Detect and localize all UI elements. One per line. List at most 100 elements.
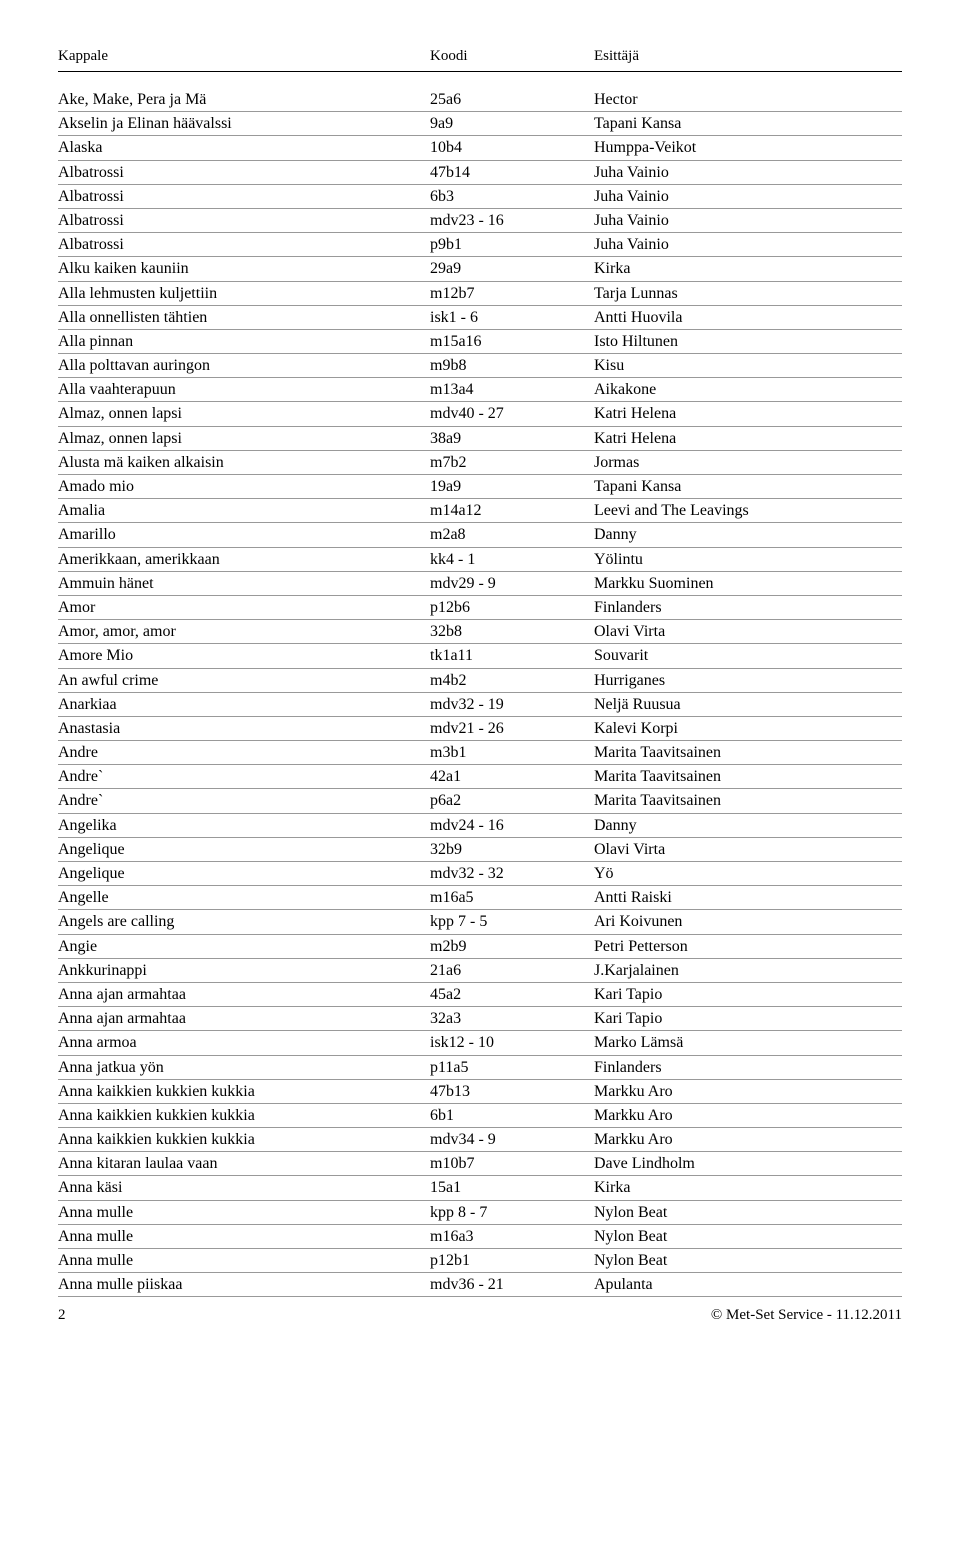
page-number: 2 (58, 1307, 66, 1324)
cell-koodi: p11a5 (430, 1056, 594, 1079)
cell-kappale: Amarillo (58, 523, 430, 546)
cell-kappale: Angie (58, 935, 430, 958)
cell-koodi: 10b4 (430, 136, 594, 159)
cell-koodi: mdv40 - 27 (430, 402, 594, 425)
cell-esittaja: Danny (594, 523, 902, 546)
cell-kappale: Amalia (58, 499, 430, 522)
table-row: Ammuin hänetmdv29 - 9Markku Suominen (58, 572, 902, 596)
table-row: Amaliam14a12Leevi and The Leavings (58, 499, 902, 523)
cell-koodi: 15a1 (430, 1176, 594, 1199)
cell-kappale: Ankkurinappi (58, 959, 430, 982)
cell-kappale: Anna kitaran laulaa vaan (58, 1152, 430, 1175)
header-col-kappale: Kappale (58, 48, 430, 65)
cell-esittaja: Tarja Lunnas (594, 282, 902, 305)
table-row: Anarkiaamdv32 - 19Neljä Ruusua (58, 693, 902, 717)
cell-kappale: Alusta mä kaiken alkaisin (58, 451, 430, 474)
cell-koodi: 25a6 (430, 88, 594, 111)
cell-esittaja: Markku Aro (594, 1128, 902, 1151)
table-row: An awful crimem4b2Hurriganes (58, 669, 902, 693)
cell-koodi: kk4 - 1 (430, 548, 594, 571)
cell-esittaja: Antti Huovila (594, 306, 902, 329)
cell-koodi: tk1a11 (430, 644, 594, 667)
table-row: Albatrossimdv23 - 16Juha Vainio (58, 209, 902, 233)
cell-kappale: Anna jatkua yön (58, 1056, 430, 1079)
cell-koodi: mdv21 - 26 (430, 717, 594, 740)
cell-esittaja: Markku Suominen (594, 572, 902, 595)
cell-esittaja: Finlanders (594, 1056, 902, 1079)
cell-kappale: Alla lehmusten kuljettiin (58, 282, 430, 305)
cell-kappale: Amerikkaan, amerikkaan (58, 548, 430, 571)
cell-esittaja: Nylon Beat (594, 1249, 902, 1272)
cell-esittaja: Olavi Virta (594, 620, 902, 643)
cell-kappale: Anna kaikkien kukkien kukkia (58, 1104, 430, 1127)
table-row: Amerikkaan, amerikkaankk4 - 1Yölintu (58, 548, 902, 572)
cell-kappale: Almaz, onnen lapsi (58, 427, 430, 450)
cell-koodi: p12b6 (430, 596, 594, 619)
cell-kappale: Alla onnellisten tähtien (58, 306, 430, 329)
cell-kappale: Angelique (58, 862, 430, 885)
cell-koodi: 21a6 (430, 959, 594, 982)
cell-esittaja: Olavi Virta (594, 838, 902, 861)
cell-esittaja: Marita Taavitsainen (594, 741, 902, 764)
cell-koodi: m4b2 (430, 669, 594, 692)
header-col-koodi: Koodi (430, 48, 594, 65)
cell-kappale: Alla pinnan (58, 330, 430, 353)
cell-kappale: Anna mulle (58, 1249, 430, 1272)
cell-esittaja: Antti Raiski (594, 886, 902, 909)
cell-koodi: mdv29 - 9 (430, 572, 594, 595)
cell-koodi: 42a1 (430, 765, 594, 788)
cell-koodi: m7b2 (430, 451, 594, 474)
cell-esittaja: Petri Petterson (594, 935, 902, 958)
cell-esittaja: Juha Vainio (594, 233, 902, 256)
cell-koodi: m16a3 (430, 1225, 594, 1248)
cell-esittaja: Finlanders (594, 596, 902, 619)
cell-kappale: Angels are calling (58, 910, 430, 933)
cell-koodi: isk1 - 6 (430, 306, 594, 329)
cell-kappale: Amore Mio (58, 644, 430, 667)
cell-koodi: mdv36 - 21 (430, 1273, 594, 1296)
cell-esittaja: Kirka (594, 257, 902, 280)
cell-esittaja: Tapani Kansa (594, 475, 902, 498)
cell-esittaja: Hurriganes (594, 669, 902, 692)
cell-koodi: p9b1 (430, 233, 594, 256)
table-row: Andrem3b1Marita Taavitsainen (58, 741, 902, 765)
cell-koodi: 29a9 (430, 257, 594, 280)
table-row: Anna ajan armahtaa45a2Kari Tapio (58, 983, 902, 1007)
table-row: Amado mio19a9Tapani Kansa (58, 475, 902, 499)
cell-kappale: Almaz, onnen lapsi (58, 402, 430, 425)
cell-kappale: Alla vaahterapuun (58, 378, 430, 401)
cell-esittaja: Kalevi Korpi (594, 717, 902, 740)
cell-esittaja: Ari Koivunen (594, 910, 902, 933)
cell-koodi: m2b9 (430, 935, 594, 958)
table-row: Angelique32b9Olavi Virta (58, 838, 902, 862)
table-row: Alla onnellisten tähtienisk1 - 6Antti Hu… (58, 306, 902, 330)
table-row: Andre`p6a2Marita Taavitsainen (58, 789, 902, 813)
cell-kappale: Angelique (58, 838, 430, 861)
table-header: Kappale Koodi Esittäjä (58, 48, 902, 65)
cell-esittaja: J.Karjalainen (594, 959, 902, 982)
cell-kappale: Alaska (58, 136, 430, 159)
table-row: Anna jatkua yönp11a5Finlanders (58, 1056, 902, 1080)
table-row: Alla vaahterapuunm13a4Aikakone (58, 378, 902, 402)
table-body: Ake, Make, Pera ja Mä25a6HectorAkselin j… (58, 88, 902, 1297)
cell-esittaja: Juha Vainio (594, 185, 902, 208)
cell-koodi: 32b8 (430, 620, 594, 643)
table-row: Ake, Make, Pera ja Mä25a6Hector (58, 88, 902, 112)
cell-kappale: Anarkiaa (58, 693, 430, 716)
cell-kappale: Angelika (58, 814, 430, 837)
table-row: Amore Miotk1a11Souvarit (58, 644, 902, 668)
header-col-esittaja: Esittäjä (594, 48, 902, 65)
cell-esittaja: Markku Aro (594, 1104, 902, 1127)
cell-koodi: mdv34 - 9 (430, 1128, 594, 1151)
table-row: Anna mulle piiskaamdv36 - 21Apulanta (58, 1273, 902, 1297)
cell-esittaja: Hector (594, 88, 902, 111)
cell-koodi: mdv32 - 19 (430, 693, 594, 716)
cell-kappale: Anna käsi (58, 1176, 430, 1199)
cell-koodi: m3b1 (430, 741, 594, 764)
cell-koodi: m9b8 (430, 354, 594, 377)
cell-esittaja: Neljä Ruusua (594, 693, 902, 716)
cell-koodi: 9a9 (430, 112, 594, 135)
cell-kappale: Anna ajan armahtaa (58, 983, 430, 1006)
table-row: Albatrossi6b3Juha Vainio (58, 185, 902, 209)
cell-koodi: m15a16 (430, 330, 594, 353)
